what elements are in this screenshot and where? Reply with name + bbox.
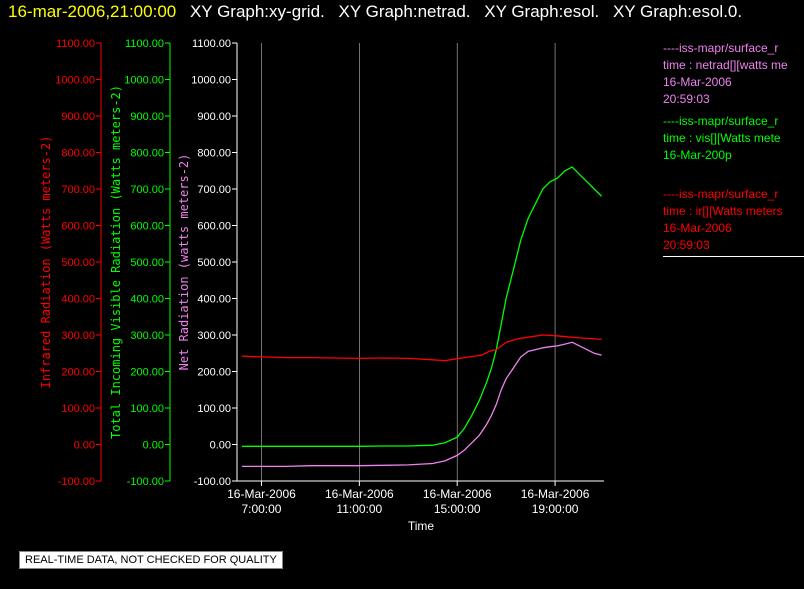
y-tick-label-1-0: -100.00 [127, 476, 164, 488]
legend-netrad-desc: time : netrad[][watts me [663, 58, 788, 72]
y-tick-label-2-9: 800.00 [197, 148, 231, 160]
y-tick-label-2-7: 600.00 [197, 221, 231, 233]
y-tick-label-0-1: 0.00 [74, 440, 95, 452]
y-tick-label-1-12: 1100.00 [125, 38, 164, 50]
legend-entry-netrad[interactable]: ----iss-mapr/surface_r time : netrad[][w… [663, 40, 804, 108]
legend-entry-vis[interactable]: ----iss-mapr/surface_r time : vis[][Watt… [663, 113, 804, 164]
y-tick-label-2-8: 700.00 [197, 184, 231, 196]
series-line-ir [241, 334, 602, 362]
y-tick-label-0-0: -100.00 [58, 476, 95, 488]
y-tick-label-0-3: 200.00 [61, 367, 95, 379]
x-tick-time-1: 11:00:00 [336, 502, 382, 516]
y-tick-label-1-1: 0.00 [143, 440, 164, 452]
title-date: 16-mar-2006,21:00:00 [8, 2, 177, 21]
y-tick-label-2-10: 900.00 [197, 111, 231, 123]
x-tick-time-0: 7:00:00 [241, 502, 281, 516]
x-tick-date-2: 16-Mar-2006 [423, 487, 492, 501]
legend-entry-ir[interactable]: ----iss-mapr/surface_r time : ir[][Watts… [663, 186, 804, 254]
y-axis-label-2: Net Radiation (watts meters-2) [177, 154, 191, 371]
y-tick-label-1-6: 500.00 [130, 257, 164, 269]
title-graph-4: XY Graph:esol.0. [612, 2, 743, 21]
legend-vis-line: ----iss-mapr/surface_r [663, 114, 779, 128]
y-tick-label-0-11: 1000.00 [55, 75, 95, 87]
title-bar: 16-mar-2006,21:00:00 XY Graph:xy-grid. X… [8, 2, 751, 24]
y-tick-label-1-3: 200.00 [130, 367, 164, 379]
y-tick-label-0-6: 500.00 [61, 257, 95, 269]
y-tick-label-2-11: 1000.00 [191, 75, 231, 87]
y-tick-label-1-9: 800.00 [130, 148, 164, 160]
y-tick-label-0-2: 100.00 [61, 403, 95, 415]
y-tick-label-1-11: 1000.00 [124, 75, 164, 87]
y-tick-label-2-4: 300.00 [197, 330, 231, 342]
y-tick-label-0-9: 800.00 [61, 148, 95, 160]
y-tick-label-0-5: 400.00 [61, 294, 95, 306]
y-tick-label-2-0: -100.00 [194, 476, 231, 488]
x-tick-date-0: 16-Mar-2006 [227, 487, 296, 501]
legend-netrad-date: 16-Mar-2006 [663, 75, 732, 89]
y-tick-label-1-7: 600.00 [130, 221, 164, 233]
legend-ir-date: 16-Mar-2006 [663, 221, 732, 235]
x-tick-time-3: 19:00:00 [532, 502, 579, 516]
y-tick-label-2-5: 400.00 [197, 294, 231, 306]
legend-vis-date: 16-Mar-200p [663, 148, 732, 162]
series-line-net [241, 341, 602, 468]
legend-ir-line: ----iss-mapr/surface_r [663, 187, 779, 201]
title-graph-2: XY Graph:netrad. [338, 2, 471, 21]
quality-note: REAL-TIME DATA, NOT CHECKED FOR QUALITY [19, 551, 283, 569]
x-tick-time-2: 15:00:00 [434, 502, 481, 516]
y-tick-label-1-2: 100.00 [130, 403, 164, 415]
x-axis-label: Time [408, 519, 435, 533]
legend-divider [663, 256, 804, 257]
y-tick-label-2-3: 200.00 [197, 367, 231, 379]
y-tick-label-0-8: 700.00 [61, 184, 95, 196]
y-tick-label-0-10: 900.00 [61, 111, 95, 123]
legend-netrad-line: ----iss-mapr/surface_r [663, 41, 779, 55]
y-tick-label-2-1: 0.00 [210, 440, 231, 452]
y-tick-label-1-8: 700.00 [130, 184, 164, 196]
y-tick-label-2-12: 1100.00 [192, 38, 231, 50]
y-tick-label-2-2: 100.00 [197, 403, 231, 415]
x-tick-date-1: 16-Mar-2006 [325, 487, 394, 501]
y-axis-label-0: Infrared Radiation (Watts meters-2) [39, 136, 53, 389]
legend-netrad-time: 20:59:03 [663, 92, 710, 106]
y-axis-label-1: Total Incoming Visible Radiation (Watts … [109, 85, 123, 439]
legend-vis-desc: time : vis[][Watts mete [663, 131, 781, 145]
y-tick-label-0-12: 1100.00 [56, 38, 95, 50]
legend-ir-desc: time : ir[][Watts meters [663, 204, 783, 218]
y-tick-label-1-4: 300.00 [130, 330, 164, 342]
y-tick-label-2-6: 500.00 [197, 257, 231, 269]
y-tick-label-0-4: 300.00 [61, 330, 95, 342]
y-tick-label-0-7: 600.00 [61, 221, 95, 233]
y-tick-label-1-10: 900.00 [130, 111, 164, 123]
title-graph-3: XY Graph:esol. [484, 2, 600, 21]
title-graph-1: XY Graph:xy-grid. [189, 2, 325, 21]
y-tick-label-1-5: 400.00 [130, 294, 164, 306]
x-tick-date-3: 16-Mar-2006 [521, 487, 590, 501]
series-line-vis [241, 166, 603, 447]
legend-ir-time: 20:59:03 [663, 238, 710, 252]
